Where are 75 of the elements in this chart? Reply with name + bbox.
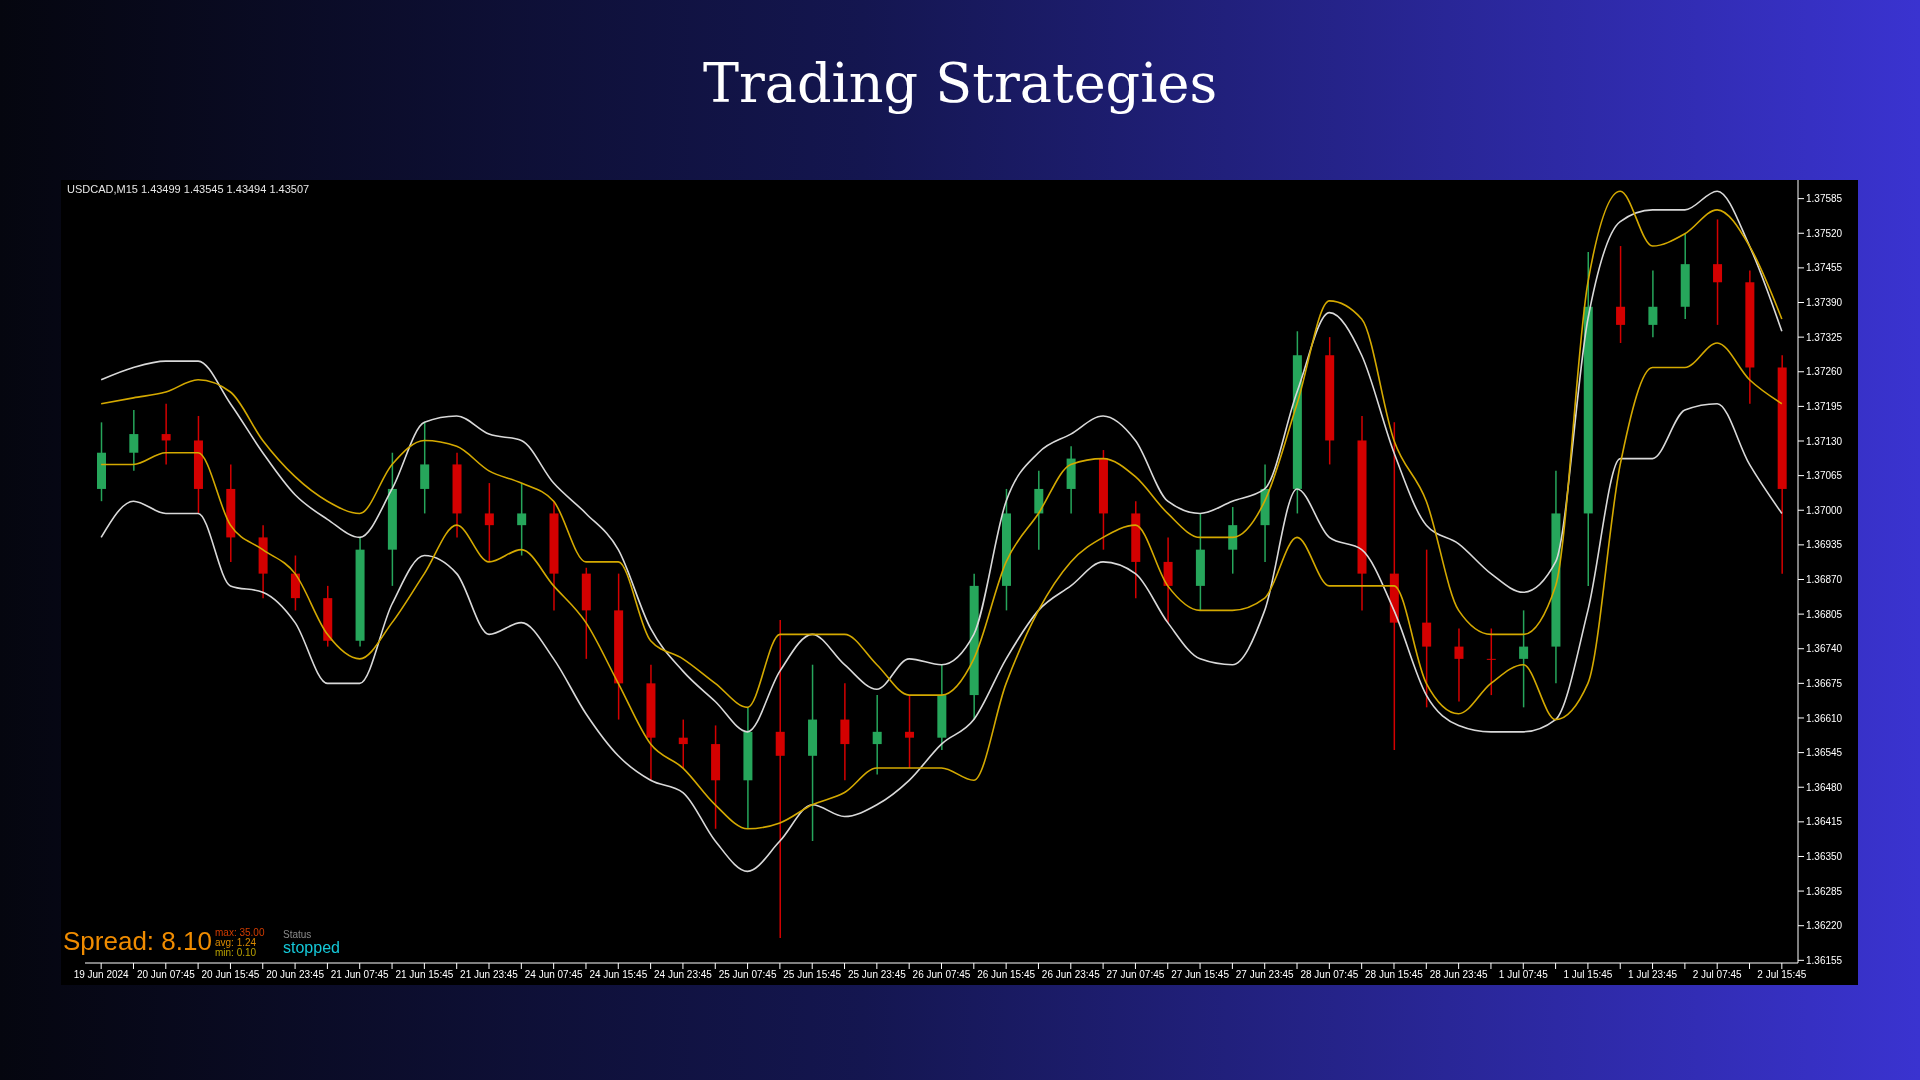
x-tick-label: 27 Jun 23:45 (1235, 969, 1295, 981)
candlestick (1713, 218, 1723, 326)
y-tick-label: 1.36740 (1806, 643, 1843, 655)
candlestick (1163, 536, 1173, 624)
candlestick (775, 619, 785, 939)
y-tick-label: 1.36220 (1806, 920, 1843, 932)
candlestick (1519, 609, 1529, 709)
x-tick-label: 1 Jul 23:45 (1628, 969, 1678, 981)
annotation: stopped (283, 939, 340, 956)
y-tick-label: 1.36285 (1806, 885, 1843, 897)
annotation: max: 35.00 (215, 927, 265, 938)
y-tick-label: 1.36350 (1806, 851, 1843, 863)
x-tick-label: 24 Jun 15:45 (589, 969, 648, 981)
x-tick-label: 20 Jun 15:45 (201, 969, 260, 981)
x-tick-label: 1 Jul 15:45 (1563, 969, 1613, 981)
annotation: avg: 1.24 (215, 937, 257, 948)
y-tick-label: 1.36935 (1806, 539, 1843, 551)
candlestick (129, 409, 139, 472)
y-tick-label: 1.37455 (1806, 262, 1843, 274)
candlestick (1422, 548, 1432, 709)
x-tick-label: 21 Jun 23:45 (460, 969, 519, 981)
y-tick-label: 1.37195 (1806, 400, 1843, 412)
x-tick-label: 1 Jul 07:45 (1498, 969, 1549, 981)
y-tick-label: 1.37325 (1806, 331, 1843, 343)
candlestick (484, 482, 494, 563)
x-tick-label: 28 Jun 07:45 (1300, 969, 1359, 981)
y-tick-label: 1.37000 (1806, 504, 1843, 516)
x-tick-label: 26 Jun 07:45 (912, 969, 971, 981)
candlestick (872, 694, 882, 776)
x-tick-label: 26 Jun 23:45 (1041, 969, 1101, 981)
annotation: USDCAD,M15 1.43499 1.43545 1.43494 1.43507 (67, 183, 310, 195)
y-tick-label: 1.37390 (1806, 297, 1843, 309)
candlestick (678, 718, 688, 769)
annotation: Status (283, 929, 312, 940)
y-tick-label: 1.37260 (1806, 366, 1843, 378)
x-tick-label: 2 Jul 15:45 (1757, 969, 1807, 981)
y-tick-label: 1.36480 (1806, 781, 1843, 793)
x-tick-label: 28 Jun 15:45 (1365, 969, 1424, 981)
x-tick-label: 26 Jun 15:45 (977, 969, 1036, 981)
x-tick-label: 2 Jul 07:45 (1692, 969, 1743, 981)
annotation: Spread: 8.10 (63, 926, 212, 956)
x-tick-label: 25 Jun 23:45 (847, 969, 907, 981)
y-tick-label: 1.36870 (1806, 574, 1843, 586)
y-tick-label: 1.36545 (1806, 747, 1843, 759)
x-tick-label: 27 Jun 07:45 (1106, 969, 1165, 981)
candlestick (905, 694, 915, 769)
x-tick-label: 24 Jun 23:45 (654, 969, 713, 981)
x-tick-label: 19 Jun 2024 (73, 969, 130, 981)
chart-title: Trading Strategies (701, 52, 1219, 115)
candlestick (517, 482, 527, 557)
annotation: min: 0.10 (215, 947, 257, 958)
x-tick-label: 20 Jun 07:45 (136, 969, 196, 981)
y-tick-label: 1.36805 (1806, 608, 1843, 620)
y-tick-label: 1.37065 (1806, 470, 1843, 482)
candlestick (1648, 269, 1658, 338)
y-tick-label: 1.37585 (1806, 193, 1843, 205)
x-tick-label: 27 Jun 15:45 (1171, 969, 1230, 981)
x-tick-label: 21 Jun 15:45 (395, 969, 454, 981)
line-series (100, 402, 1783, 873)
y-tick-label: 1.36155 (1806, 954, 1843, 966)
x-tick-label: 21 Jun 07:45 (330, 969, 390, 981)
y-tick-label: 1.36675 (1806, 677, 1843, 689)
candlestick (1616, 245, 1626, 344)
candlestick (1454, 627, 1464, 703)
x-tick-label: 20 Jun 23:45 (266, 969, 325, 981)
candlestick (1486, 627, 1496, 696)
x-tick-label: 25 Jun 07:45 (718, 969, 777, 981)
x-tick-label: 28 Jun 23:45 (1429, 969, 1488, 981)
y-tick-label: 1.37520 (1806, 227, 1843, 239)
candlestick (161, 402, 171, 466)
y-tick-label: 1.36610 (1806, 712, 1843, 724)
y-tick-label: 1.37130 (1806, 435, 1843, 447)
x-tick-label: 24 Jun 07:45 (524, 969, 583, 981)
x-tick-label: 25 Jun 15:45 (783, 969, 842, 981)
y-tick-label: 1.36415 (1806, 816, 1843, 828)
